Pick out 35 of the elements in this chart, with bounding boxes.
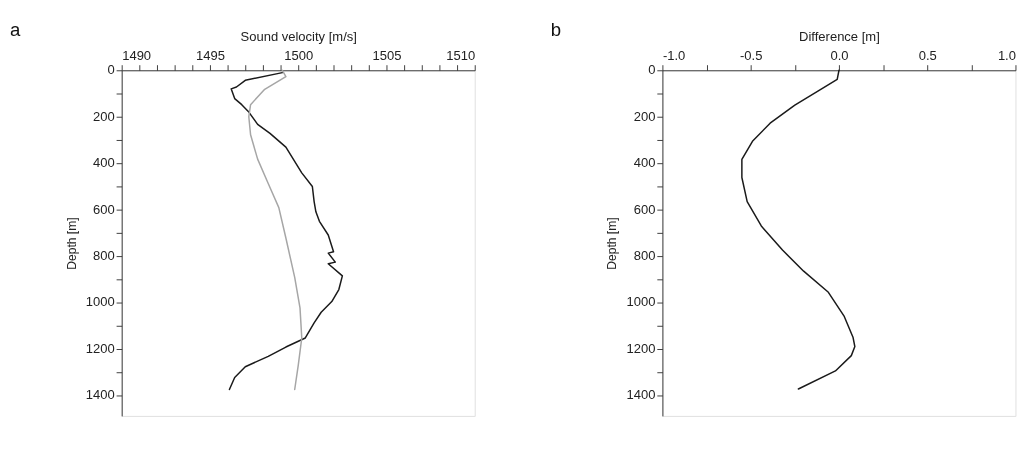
y-tick-label: 400 bbox=[633, 155, 656, 171]
y-tick-label: 800 bbox=[633, 248, 656, 264]
y-tick-label: 0 bbox=[648, 62, 656, 78]
y-tick-label: 1000 bbox=[85, 294, 115, 310]
line-series bbox=[228, 71, 344, 391]
x-tick-label: 0.5 bbox=[918, 47, 937, 63]
chart-title: b bbox=[550, 18, 562, 40]
x-tick-label: -1.0 bbox=[662, 47, 686, 63]
y-axis-title: Depth [m] bbox=[605, 217, 620, 270]
y-tick-label: 600 bbox=[93, 201, 115, 217]
y-tick-label: 1200 bbox=[626, 340, 656, 356]
x-tick-label: 1495 bbox=[195, 47, 225, 63]
x-tick-label: 1505 bbox=[372, 47, 402, 63]
x-tick-label: 1500 bbox=[284, 47, 314, 63]
line-series bbox=[248, 69, 303, 391]
line-series bbox=[741, 69, 856, 390]
x-tick-label: 1.0 bbox=[997, 47, 1016, 63]
x-axis-title: Sound velocity [m/s] bbox=[240, 29, 357, 45]
x-axis-title: Difference [m] bbox=[799, 29, 880, 45]
y-tick-label: 1200 bbox=[85, 340, 115, 356]
y-tick-label: 200 bbox=[93, 108, 115, 124]
x-tick-label: 1510 bbox=[446, 47, 476, 63]
y-tick-label: 0 bbox=[107, 62, 115, 78]
y-tick-label: 600 bbox=[633, 201, 656, 217]
y-tick-label: 1400 bbox=[85, 387, 115, 403]
y-tick-label: 200 bbox=[633, 108, 656, 124]
y-tick-label: 1000 bbox=[626, 294, 656, 310]
x-tick-label: -0.5 bbox=[739, 47, 763, 63]
y-tick-label: 400 bbox=[93, 155, 115, 171]
x-tick-label: 0.0 bbox=[830, 47, 849, 63]
chart-title: a bbox=[10, 18, 22, 40]
y-tick-label: 800 bbox=[93, 248, 115, 264]
y-axis-title: Depth [m] bbox=[64, 217, 79, 270]
x-tick-label: 1490 bbox=[122, 47, 152, 63]
y-tick-label: 1400 bbox=[626, 387, 656, 403]
